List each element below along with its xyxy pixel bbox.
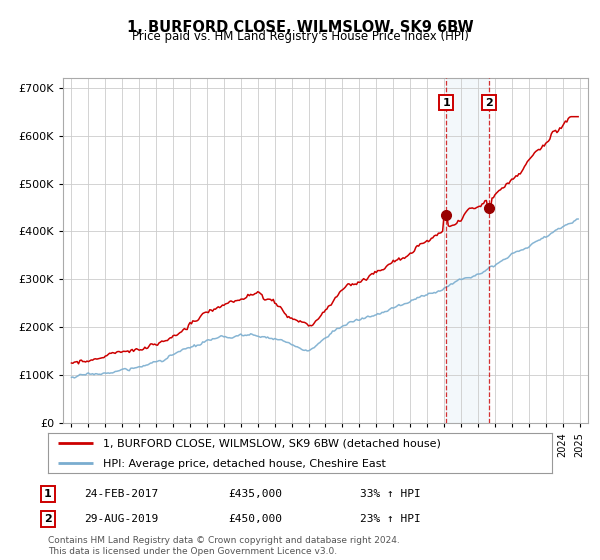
Text: £450,000: £450,000	[228, 514, 282, 524]
Text: £435,000: £435,000	[228, 489, 282, 499]
Text: HPI: Average price, detached house, Cheshire East: HPI: Average price, detached house, Ches…	[103, 459, 386, 469]
Text: Contains HM Land Registry data © Crown copyright and database right 2024.
This d: Contains HM Land Registry data © Crown c…	[48, 536, 400, 556]
Bar	[446, 78, 489, 423]
Text: 1, BURFORD CLOSE, WILMSLOW, SK9 6BW (detached house): 1, BURFORD CLOSE, WILMSLOW, SK9 6BW (det…	[103, 438, 442, 449]
Text: 1: 1	[44, 489, 52, 499]
Text: 2: 2	[44, 514, 52, 524]
Text: 24-FEB-2017: 24-FEB-2017	[84, 489, 158, 499]
Text: Price paid vs. HM Land Registry's House Price Index (HPI): Price paid vs. HM Land Registry's House …	[131, 30, 469, 43]
Text: 33% ↑ HPI: 33% ↑ HPI	[360, 489, 421, 499]
Text: 1: 1	[442, 97, 450, 108]
Text: 2: 2	[485, 97, 493, 108]
Text: 29-AUG-2019: 29-AUG-2019	[84, 514, 158, 524]
Text: 1, BURFORD CLOSE, WILMSLOW, SK9 6BW: 1, BURFORD CLOSE, WILMSLOW, SK9 6BW	[127, 20, 473, 35]
Text: 23% ↑ HPI: 23% ↑ HPI	[360, 514, 421, 524]
